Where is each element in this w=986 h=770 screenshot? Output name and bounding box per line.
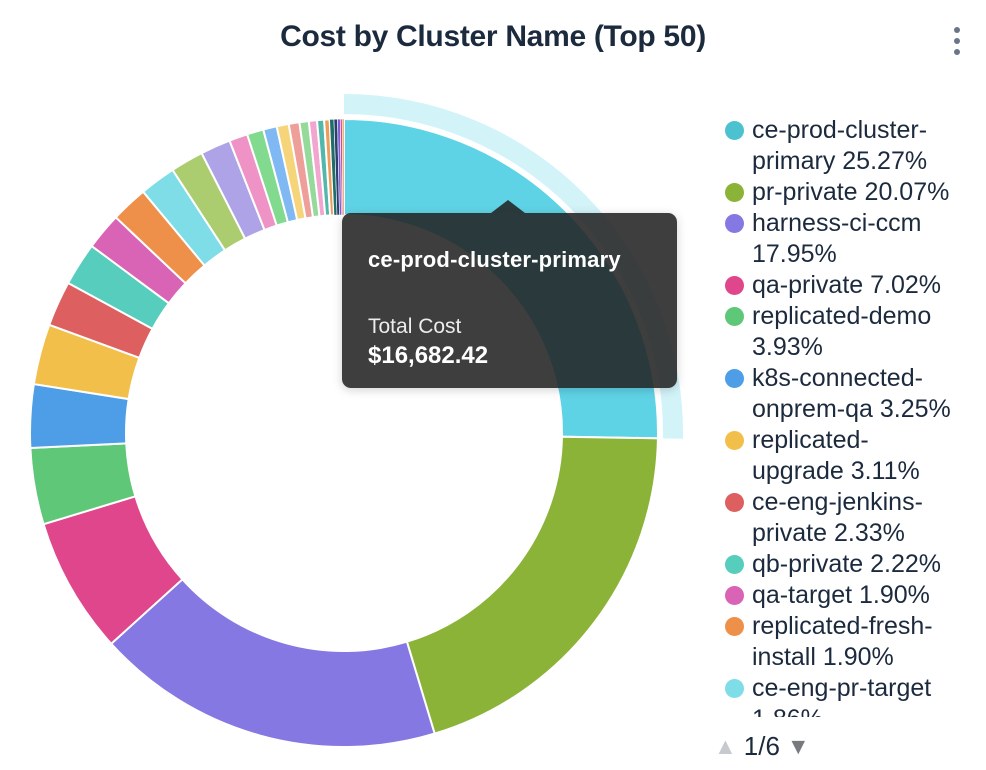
- legend-marker-icon: [725, 183, 744, 202]
- legend-marker-icon: [725, 493, 744, 512]
- legend-item-label: replicated-upgrade 3.11%: [752, 426, 920, 485]
- tooltip-title: ce-prod-cluster-primary: [368, 247, 621, 272]
- tooltip-caret-icon: [491, 200, 525, 213]
- legend-item-replicated-upgrade[interactable]: replicated-upgrade 3.11%: [725, 425, 959, 487]
- legend-item-k8s-connected-onprem-qa[interactable]: k8s-connected-onprem-qa 3.25%: [725, 363, 959, 425]
- pie-slice-harness-ci-ccm[interactable]: [109, 577, 436, 748]
- legend-item-pr-private[interactable]: pr-private 20.07%: [725, 177, 959, 208]
- legend-prev-button[interactable]: ▲: [714, 733, 737, 759]
- legend-marker-icon: [725, 214, 744, 233]
- legend-item-replicated-fresh-install[interactable]: replicated-fresh-install 1.90%: [725, 611, 959, 673]
- legend-marker-icon: [725, 617, 744, 636]
- legend-item-label: pr-private 20.07%: [752, 178, 950, 206]
- legend-marker-icon: [725, 431, 744, 450]
- legend-marker-icon: [725, 276, 744, 295]
- legend-item-qa-private[interactable]: qa-private 7.02%: [725, 270, 959, 301]
- legend-item-ce-eng-jenkins-private[interactable]: ce-eng-jenkins-private 2.33%: [725, 487, 959, 549]
- legend-item-harness-ci-ccm[interactable]: harness-ci-ccm 17.95%: [725, 208, 959, 270]
- legend-item-label: replicated-demo 3.93%: [752, 302, 932, 361]
- legend-page-indicator: 1/6: [743, 731, 780, 761]
- legend-item-qb-private[interactable]: qb-private 2.22%: [725, 549, 959, 580]
- legend-pagination: ▲ 1/6 ▼: [714, 731, 810, 761]
- legend-marker-icon: [725, 555, 744, 574]
- pie-slice[interactable]: [341, 118, 345, 216]
- legend-marker-icon: [725, 586, 744, 605]
- legend-item-label: ce-prod-cluster-primary 25.27%: [752, 116, 928, 175]
- kebab-menu-icon: [954, 27, 960, 55]
- legend-item-label: ce-eng-jenkins-private 2.33%: [752, 488, 923, 547]
- legend-marker-icon: [725, 369, 744, 388]
- legend-marker-icon: [725, 121, 744, 140]
- context-menu-button[interactable]: [942, 20, 972, 62]
- widget-header: Cost by Cluster Name (Top 50): [0, 0, 986, 70]
- tooltip-label: Total Cost: [368, 315, 462, 338]
- chart-tooltip: ce-prod-cluster-primary Total Cost $16,6…: [342, 200, 677, 388]
- legend: ce-prod-cluster-primary 25.27% pr-private…: [725, 115, 959, 717]
- legend-item-qa-target[interactable]: qa-target 1.90%: [725, 580, 959, 611]
- tooltip-value: $16,682.42: [368, 342, 489, 369]
- legend-item-ce-eng-pr-target[interactable]: ce-eng-pr-target 1.86%: [725, 673, 959, 717]
- legend-item-label: ce-eng-pr-target 1.86%: [752, 674, 932, 717]
- legend-next-button[interactable]: ▼: [786, 733, 810, 759]
- legend-item-label: replicated-fresh-install 1.90%: [752, 612, 933, 671]
- legend-marker-icon: [725, 307, 744, 326]
- legend-item-label: qa-private 7.02%: [752, 271, 942, 299]
- legend-item-label: qb-private 2.22%: [752, 550, 942, 578]
- legend-item-label: qa-target 1.90%: [752, 581, 930, 609]
- legend-item-label: k8s-connected-onprem-qa 3.25%: [752, 364, 951, 423]
- pie-slice-pr-private[interactable]: [405, 435, 659, 735]
- legend-item-replicated-demo[interactable]: replicated-demo 3.93%: [725, 301, 959, 363]
- legend-item-label: harness-ci-ccm 17.95%: [752, 209, 922, 268]
- legend-item-ce-prod-cluster-primary[interactable]: ce-prod-cluster-primary 25.27%: [725, 115, 959, 177]
- chart-title: Cost by Cluster Name (Top 50): [280, 20, 706, 53]
- legend-marker-icon: [725, 679, 744, 698]
